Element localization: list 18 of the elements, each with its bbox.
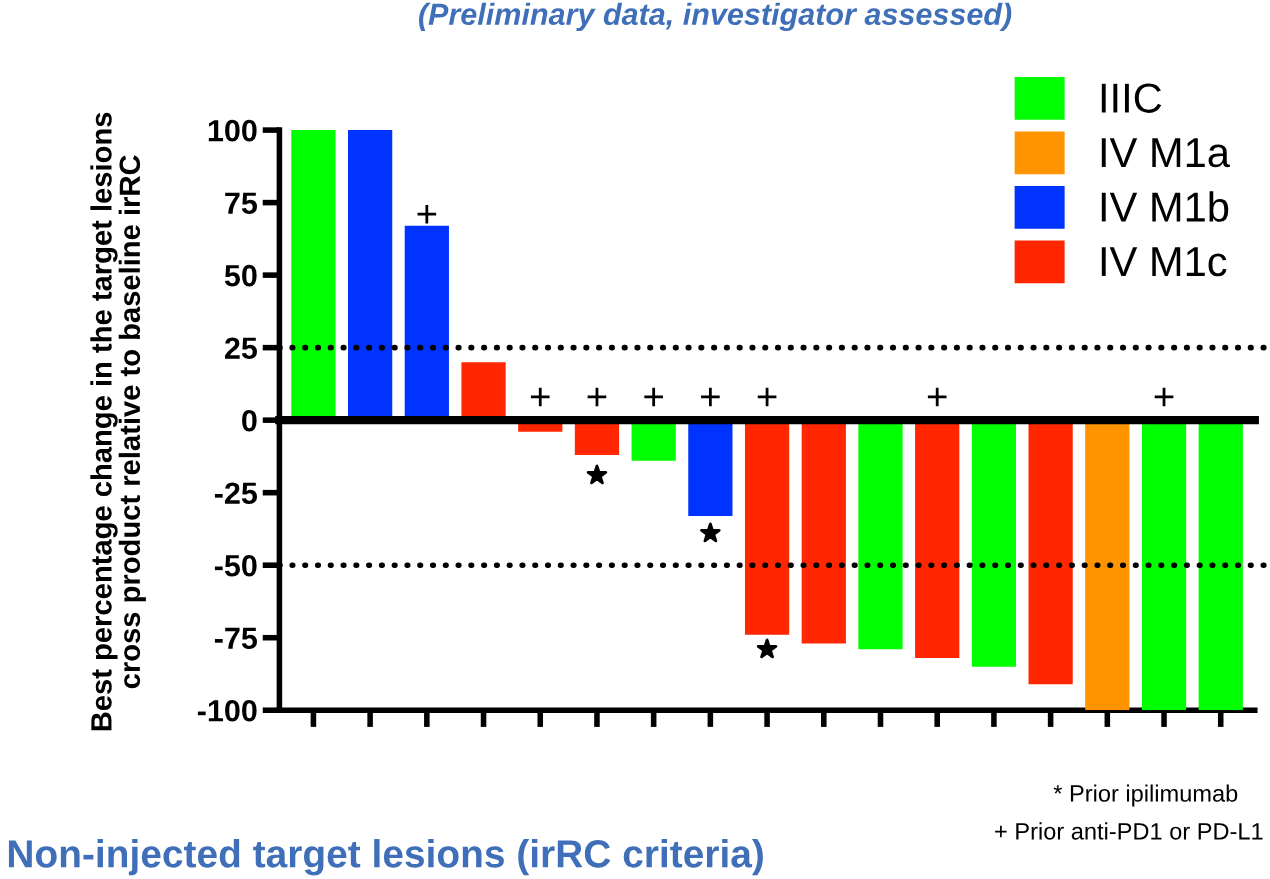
legend-label: IIIC — [1101, 83, 1162, 113]
chart-subtitle: (Preliminary data, investigator assessed) — [418, 2, 1012, 32]
legend-label: IV M1a — [1101, 138, 1230, 168]
y-tick-label: 25 — [224, 337, 258, 360]
text: * Prior ipilimumab — [1053, 784, 1238, 807]
text: + Prior anti-PD1 or PD-L1 — [995, 822, 1263, 840]
text: Non-injected target lesions (irRC criteria) — [8, 839, 763, 876]
legend-label: IV M1c — [1101, 247, 1227, 277]
legend-label: IV M1b — [1101, 191, 1229, 222]
y-tick-label: 75 — [225, 192, 258, 214]
y-tick-label: 50 — [224, 264, 257, 287]
y-tick-label: 100 — [208, 119, 257, 142]
y-tick-label: -25 — [214, 482, 258, 505]
y-axis-title: Best percentage change in the target lesions cross product relative to baseline irRC — [90, 112, 146, 731]
y-tick-label: 0 — [242, 409, 257, 432]
y-tick-label: -100 — [197, 699, 257, 722]
y-tick-label: -75 — [214, 627, 258, 650]
y-tick-label: -50 — [214, 554, 257, 577]
